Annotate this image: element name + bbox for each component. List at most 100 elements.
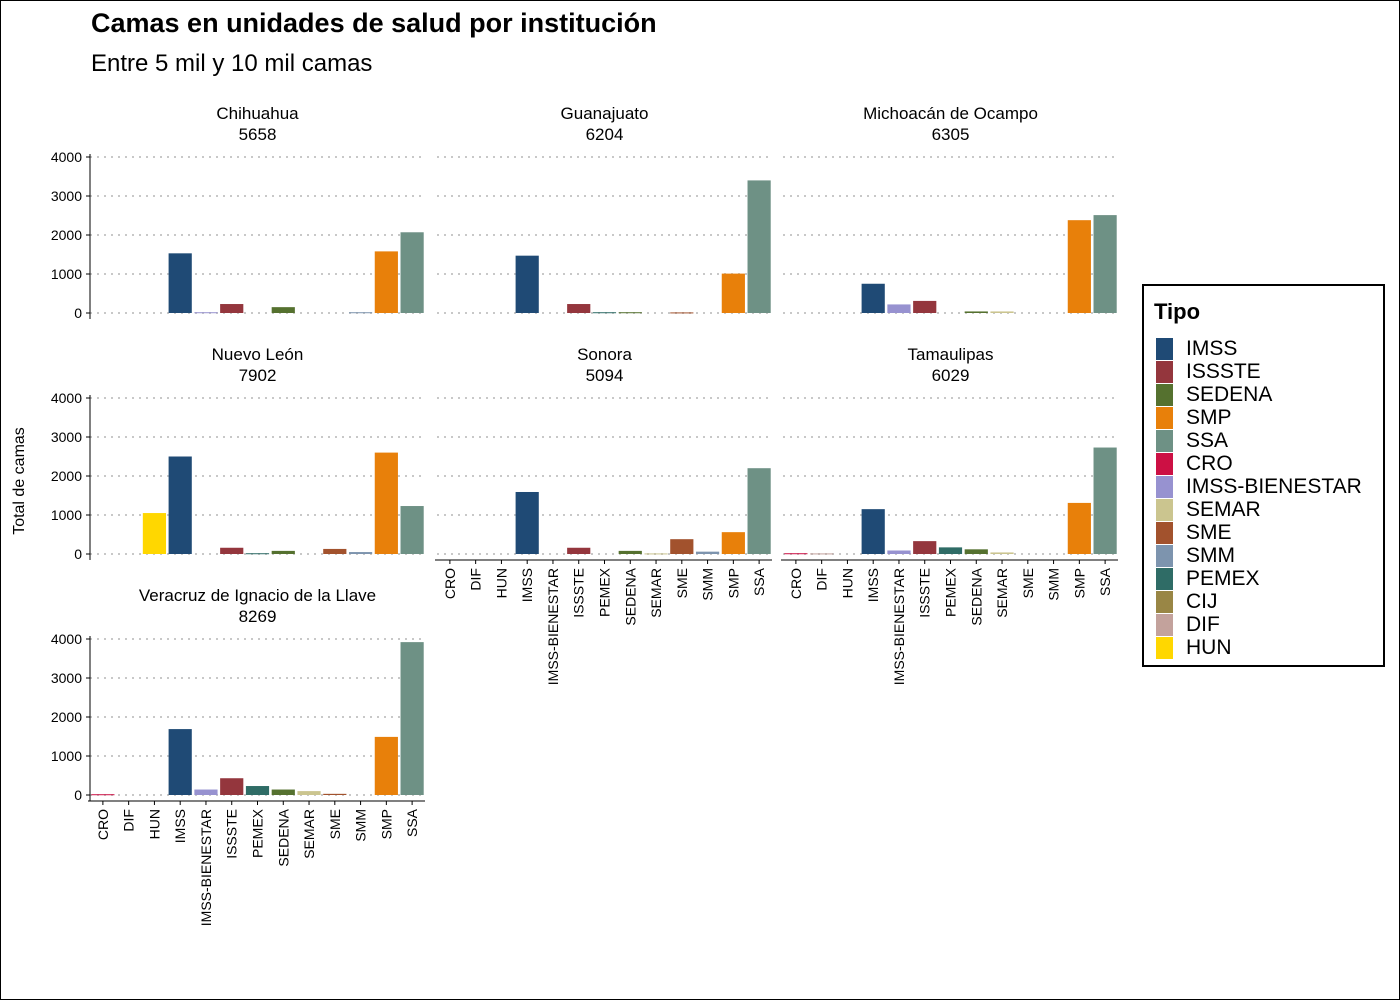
x-tick-label: SSA bbox=[404, 808, 420, 837]
x-tick-label: IMSS bbox=[172, 809, 188, 843]
x-tick-label: ISSSTE bbox=[571, 568, 587, 618]
facet-total-label: 6305 bbox=[932, 125, 970, 144]
bar-sme bbox=[323, 548, 347, 554]
x-tick-label: SEMAR bbox=[301, 809, 317, 859]
facet-state-label: Tamaulipas bbox=[908, 345, 994, 364]
bar-imss-bienestar bbox=[887, 304, 911, 313]
facet-total-label: 7902 bbox=[239, 366, 277, 385]
x-tick-label: SEDENA bbox=[275, 808, 291, 866]
x-tick-label: SMP bbox=[1071, 568, 1087, 598]
x-tick-label: SSA bbox=[751, 567, 767, 596]
x-tick-label: SME bbox=[674, 568, 690, 598]
x-tick-label: DIF bbox=[468, 568, 484, 591]
x-tick-label: SSA bbox=[1097, 567, 1113, 596]
x-tick-label: IMSS bbox=[865, 568, 881, 602]
bar-sme bbox=[670, 312, 694, 314]
facet-state-label: Veracruz de Ignacio de la Llave bbox=[139, 586, 376, 605]
bar-sedena bbox=[964, 311, 988, 313]
bar-imss bbox=[861, 509, 885, 554]
bar-smp bbox=[1067, 502, 1091, 554]
x-tick-label: SMM bbox=[700, 568, 716, 601]
bar-hun bbox=[142, 513, 167, 554]
bar-ssa bbox=[400, 232, 424, 313]
legend-title: Tipo bbox=[1154, 299, 1201, 324]
legend-swatch bbox=[1156, 591, 1173, 613]
y-tick-label: 2000 bbox=[51, 709, 82, 725]
legend-label: SSA bbox=[1186, 429, 1229, 452]
x-tick-label: DIF bbox=[121, 809, 137, 832]
x-tick-label: SME bbox=[327, 809, 343, 839]
bar-sedena bbox=[964, 549, 988, 554]
legend-swatch bbox=[1156, 476, 1173, 498]
x-tick-label: ISSSTE bbox=[224, 809, 240, 859]
y-tick-label: 1000 bbox=[51, 266, 82, 282]
bar-pemex bbox=[592, 312, 617, 314]
bar-pemex bbox=[245, 553, 270, 555]
facet-total-label: 8269 bbox=[239, 607, 277, 626]
x-tick-label: SEDENA bbox=[968, 567, 984, 625]
bar-imss bbox=[515, 491, 539, 554]
bar-ssa bbox=[400, 642, 424, 795]
bar-sedena bbox=[618, 312, 642, 314]
bar-smm bbox=[348, 552, 373, 554]
bar-ssa bbox=[1093, 215, 1117, 313]
bar-ssa bbox=[747, 180, 771, 313]
legend-label: ISSSTE bbox=[1186, 360, 1261, 383]
legend-swatch bbox=[1156, 430, 1173, 452]
x-tick-label: DIF bbox=[814, 568, 830, 591]
legend-swatch bbox=[1156, 568, 1173, 590]
legend-swatch bbox=[1156, 614, 1173, 636]
x-tick-label: PEMEX bbox=[943, 567, 959, 617]
legend: Tipo IMSS ISSSTE SEDENA SMP SSA CRO IMSS-BIENE… bbox=[1142, 284, 1385, 667]
facet-total-label: 5658 bbox=[239, 125, 277, 144]
x-tick-label: SME bbox=[1020, 568, 1036, 598]
bar-dif bbox=[810, 553, 834, 555]
x-tick-label: SEDENA bbox=[622, 567, 638, 625]
bar-smp bbox=[374, 736, 398, 795]
bar-sedena bbox=[271, 789, 295, 795]
bar-issste bbox=[220, 778, 244, 795]
y-tick-label: 0 bbox=[74, 546, 82, 562]
y-tick-label: 0 bbox=[74, 787, 82, 803]
x-tick-label: HUN bbox=[146, 809, 162, 839]
facet-state-label: Guanajuato bbox=[561, 104, 649, 123]
bar-sedena bbox=[618, 550, 642, 554]
x-tick-label: IMSS-BIENESTAR bbox=[891, 568, 907, 685]
legend-swatch bbox=[1156, 637, 1173, 659]
legend-swatch bbox=[1156, 407, 1173, 429]
bar-smp bbox=[374, 452, 398, 554]
legend-swatch bbox=[1156, 545, 1173, 567]
bar-imss-bienestar bbox=[194, 312, 218, 314]
bar-imss-bienestar bbox=[194, 789, 218, 795]
legend-label: SME bbox=[1186, 521, 1232, 544]
bar-smp bbox=[1067, 220, 1091, 313]
bar-pemex bbox=[245, 786, 270, 795]
x-tick-label: SEMAR bbox=[648, 568, 664, 618]
legend-label: CIJ bbox=[1186, 590, 1218, 613]
bar-issste bbox=[220, 547, 244, 554]
legend-swatch bbox=[1156, 499, 1173, 521]
x-tick-label: IMSS bbox=[519, 568, 535, 602]
x-tick-label: PEMEX bbox=[597, 567, 613, 617]
y-tick-label: 3000 bbox=[51, 188, 82, 204]
x-tick-label: CRO bbox=[442, 568, 458, 599]
bar-imss bbox=[168, 729, 192, 795]
legend-label: PEMEX bbox=[1186, 567, 1260, 590]
legend-swatch bbox=[1156, 453, 1173, 475]
bar-issste bbox=[567, 304, 591, 313]
bar-cro bbox=[784, 553, 808, 555]
bar-imss bbox=[515, 255, 539, 313]
legend-swatch bbox=[1156, 384, 1173, 406]
legend-swatch bbox=[1156, 338, 1173, 360]
y-tick-label: 2000 bbox=[51, 227, 82, 243]
bar-issste bbox=[913, 300, 937, 313]
bar-sme bbox=[323, 793, 347, 795]
bar-smp bbox=[374, 251, 398, 313]
legend-label: IMSS-BIENESTAR bbox=[1186, 475, 1362, 498]
x-tick-label: CRO bbox=[788, 568, 804, 599]
bar-smp bbox=[721, 532, 745, 554]
y-tick-label: 4000 bbox=[51, 390, 82, 406]
bar-ssa bbox=[400, 506, 424, 554]
bar-imss bbox=[861, 283, 885, 313]
